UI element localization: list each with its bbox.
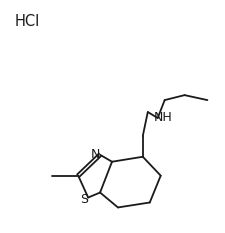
Text: N: N [90, 148, 100, 161]
Text: S: S [80, 193, 88, 206]
Text: NH: NH [153, 111, 172, 124]
Text: HCl: HCl [15, 14, 40, 29]
